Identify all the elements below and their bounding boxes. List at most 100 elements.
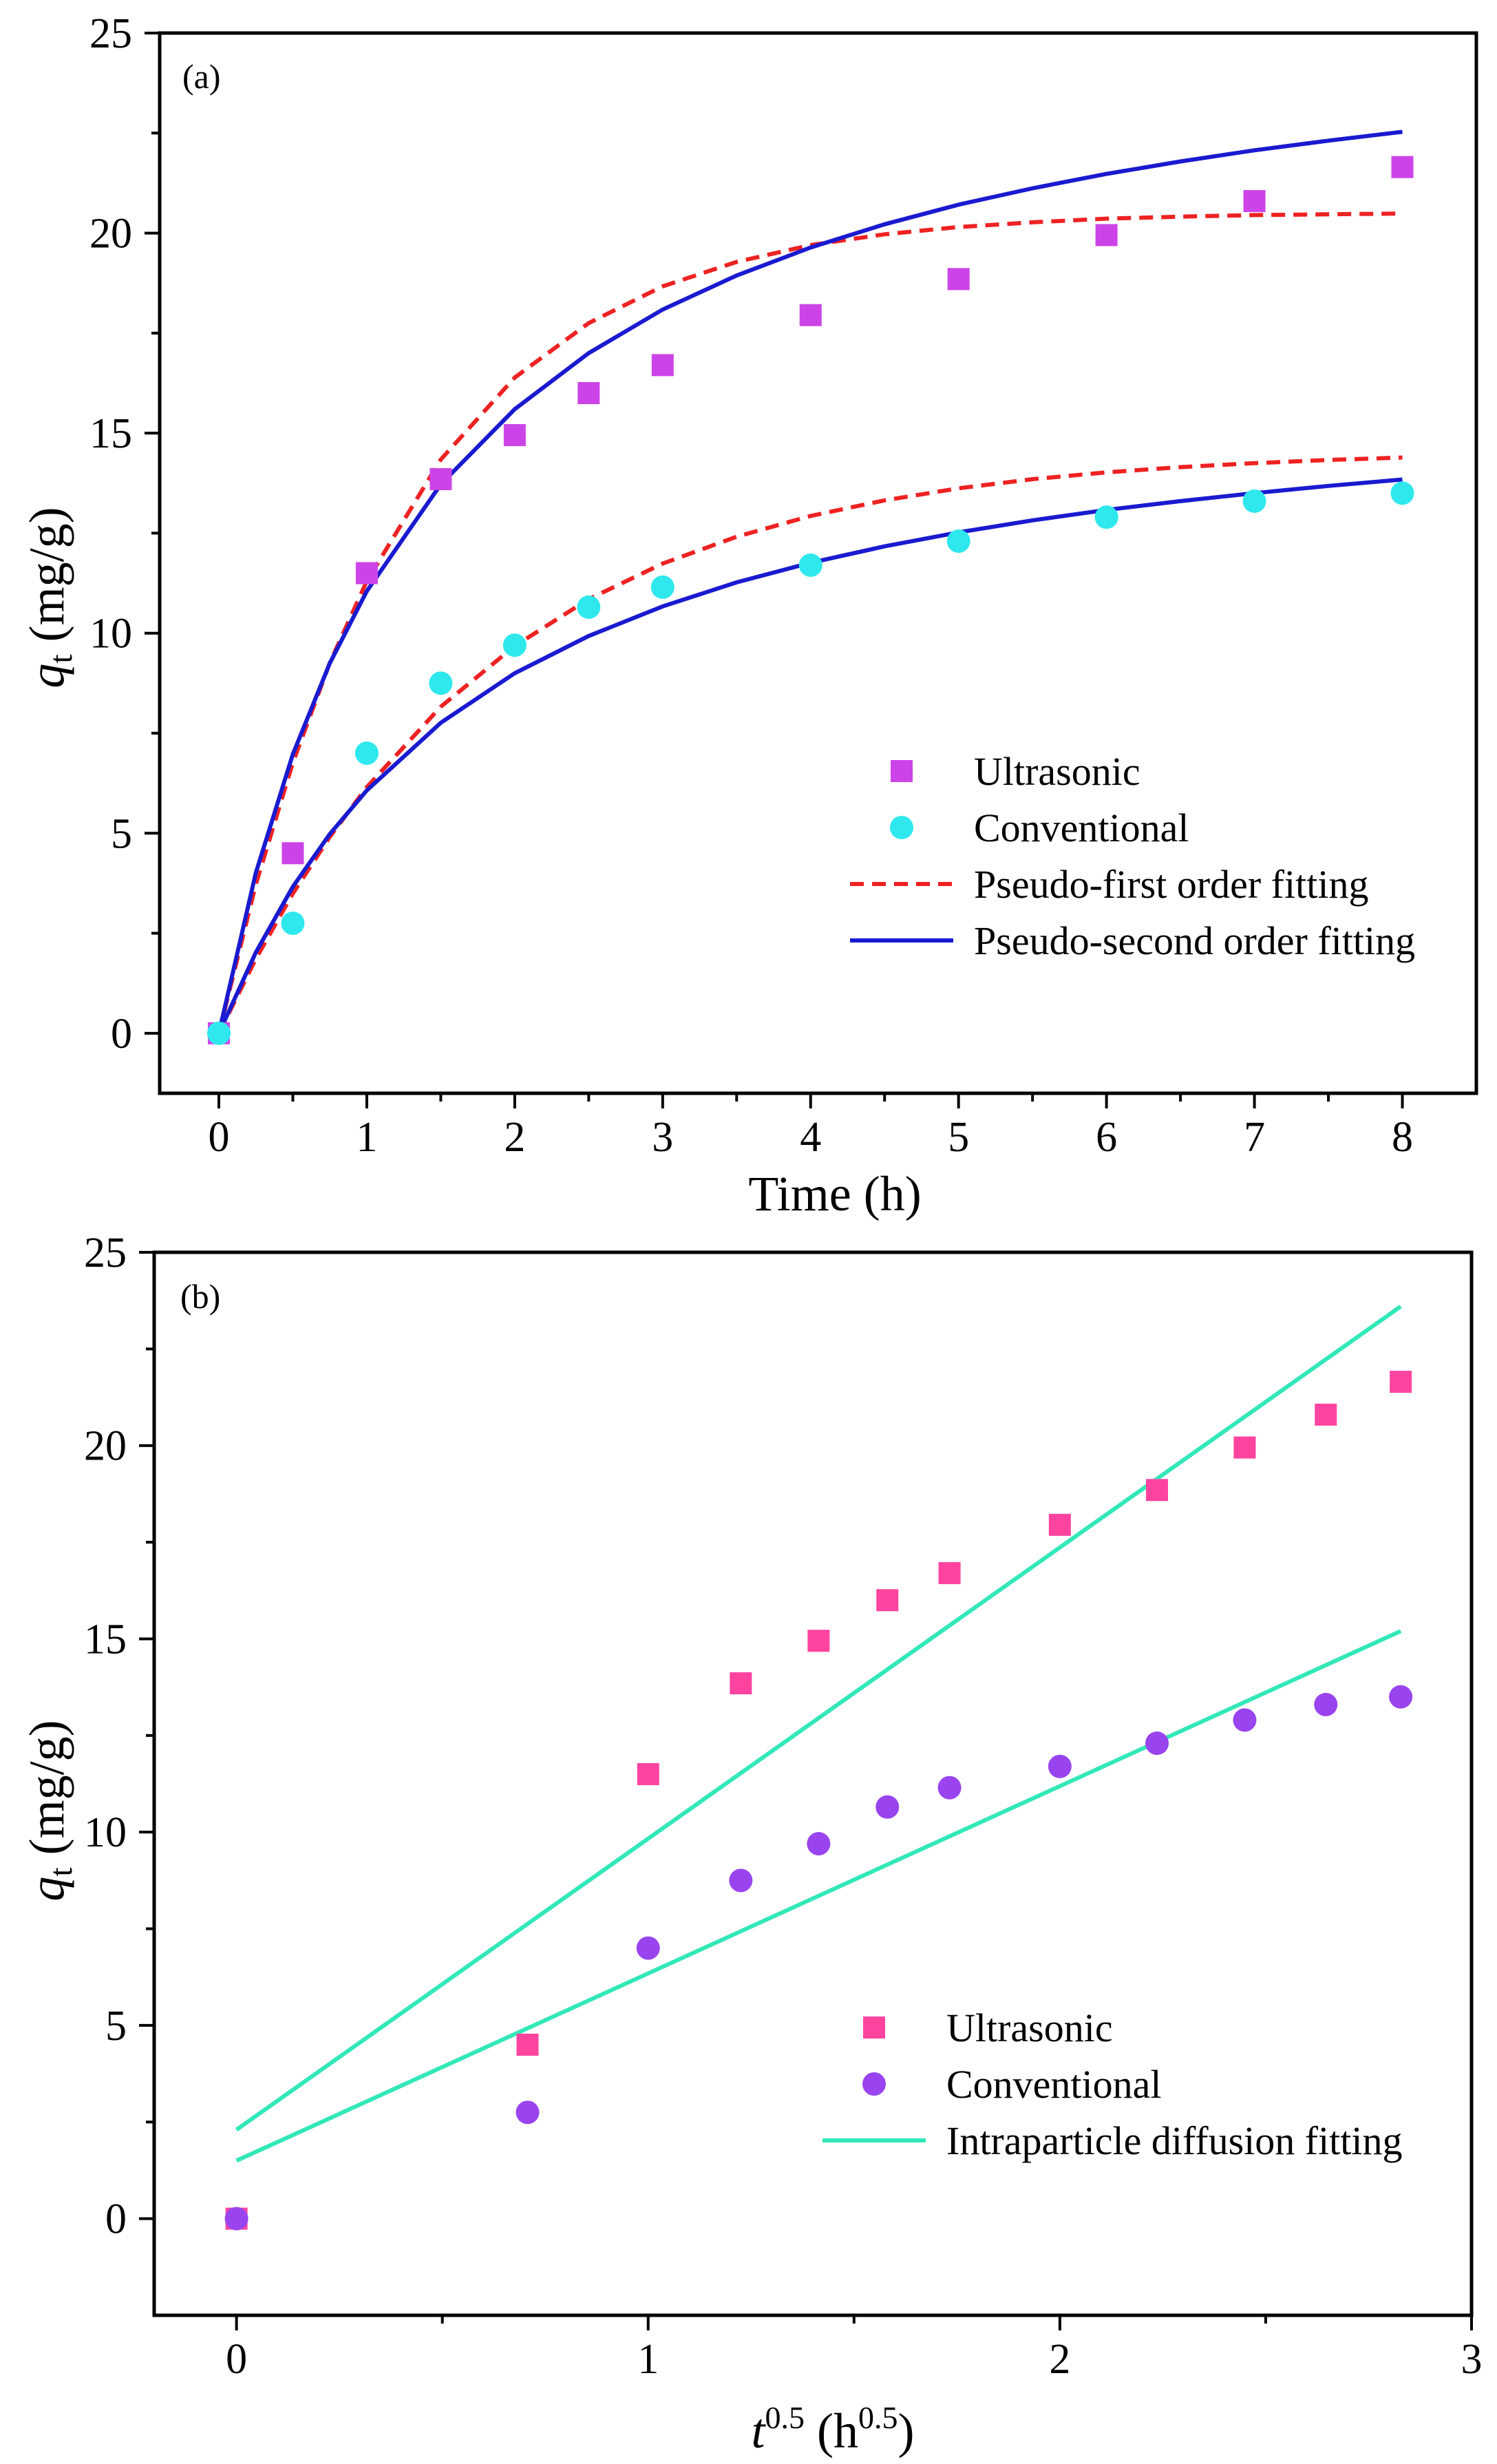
- panel-b-y-axis-symbol: q: [19, 1877, 74, 1902]
- legend-square-marker: [863, 2017, 885, 2039]
- x-tick-label: 7: [1244, 1114, 1265, 1161]
- x-tick-label: 2: [504, 1114, 525, 1161]
- legend-label: Conventional: [974, 805, 1189, 850]
- panel-a: (a) Time (h) qt (mg/g) 0 1 2 3 4 5 6 7 8 0 5 10 15 20…: [19, 10, 1478, 1221]
- y-tick-label: 15: [89, 410, 132, 457]
- data-point-circle: [729, 1868, 753, 1893]
- data-point-square: [807, 1630, 830, 1652]
- series-line: [217, 477, 1403, 1035]
- y-tick-label: 10: [89, 611, 132, 657]
- x-tick-label: 2: [1049, 2336, 1070, 2383]
- y-tick-label: 0: [111, 1011, 132, 1057]
- x-tick-label: 0: [226, 2336, 247, 2383]
- data-point-square: [730, 1672, 752, 1695]
- panel-b-y-axis-subscript: t: [43, 1867, 79, 1877]
- panel-b-x-axis-title: t0.5 (h0.5): [752, 2400, 915, 2458]
- series-line: [217, 129, 1403, 1034]
- data-point-square: [938, 1562, 961, 1585]
- panel-b-frame: [152, 1250, 1474, 2317]
- data-point-square: [1146, 1479, 1169, 1502]
- data-point-circle: [429, 671, 453, 695]
- panel-b-x-axis-close: ): [898, 2403, 915, 2458]
- data-point-circle: [224, 2207, 248, 2231]
- panel-b-x-axis-unit: (h: [805, 2403, 858, 2458]
- data-point-circle: [636, 1936, 660, 1960]
- data-point-square: [1391, 156, 1414, 178]
- y-tick-label: 10: [84, 1809, 127, 1856]
- x-tick-label: 3: [1461, 2336, 1483, 2383]
- data-point-square: [1048, 1513, 1071, 1536]
- data-point-circle: [502, 633, 527, 657]
- x-tick-label: 1: [637, 2336, 659, 2383]
- panel-b-ticks: 0 1 2 3 0 5 10 15 20 25: [84, 1230, 1483, 2383]
- data-point-square: [651, 354, 674, 377]
- data-point-square: [503, 424, 526, 447]
- y-tick-label: 20: [84, 1423, 127, 1470]
- legend-circle-marker: [890, 816, 913, 839]
- x-tick-label: 6: [1096, 1114, 1117, 1161]
- data-point-square: [577, 382, 600, 405]
- panel-b-x-axis-sup: 0.5: [765, 2400, 805, 2435]
- panel-a-marks: [206, 129, 1414, 1045]
- data-point-circle: [281, 912, 305, 936]
- panel-b: (b) t0.5 (h0.5) qt (mg/g) 0 1 2 30510152025…: [19, 1230, 1483, 2458]
- data-point-square: [429, 467, 452, 490]
- data-point-square: [516, 2033, 539, 2056]
- series-line: [235, 1305, 1402, 2131]
- data-point-circle: [946, 529, 970, 554]
- y-tick-label: 5: [111, 810, 132, 857]
- panel-a-legend: Ultrasonic Conventional Pseudo-first order…: [850, 749, 1415, 963]
- data-point-circle: [577, 595, 601, 619]
- panel-b-legend: Ultrasonic Conventional Intraparticle diff…: [822, 2005, 1403, 2163]
- x-tick-label: 5: [948, 1114, 969, 1161]
- data-point-circle: [516, 2100, 540, 2125]
- data-point-circle: [1390, 481, 1414, 505]
- data-point-circle: [1094, 505, 1118, 529]
- series-line: [217, 211, 1403, 1034]
- data-point-square: [876, 1589, 899, 1612]
- panel-b-y-axis-title: qt (mg/g): [19, 1720, 79, 1901]
- panel-b-y-axis-unit: (mg/g): [19, 1720, 74, 1867]
- panel-a-y-axis-title: qt (mg/g): [19, 507, 79, 688]
- data-point-circle: [798, 553, 822, 577]
- legend-label: Intraparticle diffusion fitting: [946, 2118, 1403, 2163]
- y-tick-label: 15: [84, 1616, 127, 1663]
- data-point-circle: [937, 1776, 962, 1800]
- panel-b-x-axis-unit-sup: 0.5: [858, 2400, 898, 2435]
- legend-label: Pseudo-first order fitting: [974, 862, 1368, 907]
- legend-square-marker: [891, 760, 913, 782]
- legend-circle-marker: [862, 2072, 886, 2096]
- data-point-square: [799, 304, 822, 326]
- legend-label: Ultrasonic: [946, 2005, 1113, 2050]
- data-point-circle: [1048, 1754, 1072, 1778]
- data-point-circle: [1145, 1731, 1169, 1756]
- panel-b-x-axis-symbol: t: [752, 2403, 767, 2458]
- series-line: [235, 1629, 1402, 2163]
- legend-label: Conventional: [946, 2062, 1162, 2107]
- data-point-circle: [650, 575, 675, 599]
- panel-a-y-axis-symbol: q: [19, 664, 74, 688]
- legend-label: Ultrasonic: [974, 749, 1140, 794]
- data-point-circle: [875, 1795, 900, 1819]
- panel-a-y-axis-unit: (mg/g): [19, 507, 74, 654]
- panel-b-marks: [224, 1305, 1413, 2231]
- panel-a-x-axis-title: Time (h): [748, 1166, 921, 1221]
- legend-label: Pseudo-second order fitting: [974, 918, 1415, 963]
- y-tick-label: 5: [105, 2003, 127, 2050]
- data-point-square: [1390, 1371, 1412, 1393]
- panel-a-ticks: 0 1 2 3 4 5 6 7 8 0 5 10 15 20 25: [89, 10, 1413, 1161]
- x-tick-label: 0: [208, 1114, 229, 1161]
- panel-b-label: (b): [180, 1277, 220, 1316]
- y-tick-label: 25: [84, 1230, 127, 1276]
- x-tick-label: 1: [356, 1114, 377, 1161]
- data-point-circle: [1242, 489, 1266, 513]
- data-point-circle: [1314, 1692, 1338, 1716]
- panel-a-y-axis-subscript: t: [43, 654, 79, 664]
- data-point-square: [1315, 1403, 1337, 1426]
- data-point-circle: [807, 1832, 831, 1856]
- y-tick-label: 0: [105, 2196, 127, 2243]
- x-tick-label: 8: [1392, 1114, 1413, 1161]
- data-point-circle: [206, 1021, 231, 1045]
- data-point-square: [947, 268, 970, 291]
